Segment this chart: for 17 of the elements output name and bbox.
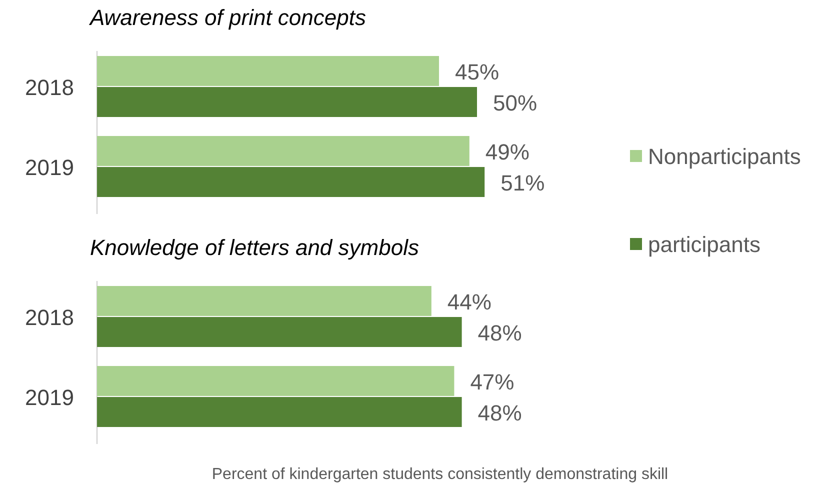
data-label: 51% — [500, 170, 545, 196]
y-tick-label: 2018 — [25, 75, 74, 100]
data-label: 44% — [447, 290, 492, 314]
y-tick-label: 2019 — [25, 155, 74, 180]
x-axis-title: Percent of kindergarten students consistently demonstrating skill — [212, 466, 668, 483]
data-label: 49% — [485, 140, 530, 164]
chart-title: Awareness of print concepts — [88, 5, 366, 30]
legend-label: Nonparticipants — [648, 144, 801, 169]
y-tick-label: 2018 — [25, 305, 74, 330]
y-tick-label: 2019 — [25, 385, 74, 410]
data-label: 45% — [455, 60, 500, 84]
chart-title: Knowledge of letters and symbols — [90, 235, 419, 260]
legend-label: participants — [648, 232, 761, 257]
data-label: 47% — [470, 370, 514, 394]
data-label: 48% — [478, 320, 522, 346]
data-label: 48% — [478, 400, 522, 426]
data-label: 50% — [493, 90, 538, 116]
